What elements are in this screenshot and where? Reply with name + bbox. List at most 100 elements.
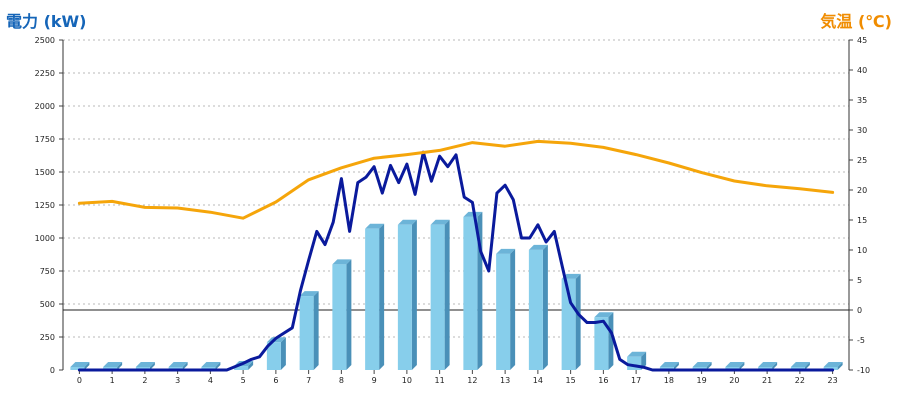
bar-side [608,312,614,370]
x-tick-label: 10 [402,376,412,385]
x-tick-label: 11 [435,376,445,385]
bar-side [280,337,286,370]
bar-top [758,362,778,367]
bar [332,264,347,370]
left-tick-label: 750 [40,267,55,276]
bar-top [725,362,745,367]
bar-top [299,291,319,297]
x-tick-label: 16 [598,376,608,385]
bar-side [575,273,581,370]
x-tick-label: 2 [142,376,147,385]
x-tick-label: 12 [467,376,477,385]
power-line [77,150,835,372]
bar-top [692,362,712,367]
bar-top [397,219,417,225]
bar-side [182,362,188,370]
bar-top [201,362,221,367]
x-tick-label: 14 [533,376,543,385]
left-tick-label: 0 [50,366,55,375]
bar-top [790,362,810,367]
bar-top [528,244,548,250]
bar [463,216,478,370]
right-tick-label: 25 [857,156,867,165]
bar-side [772,362,778,370]
bar-side [542,244,548,370]
bar-side [149,362,155,370]
left-tick-label: 500 [40,300,55,309]
bar-top [70,362,90,367]
left-tick-label: 1750 [35,135,55,144]
bar-top [430,219,450,225]
right-tick-label: 10 [857,246,867,255]
x-tick-label: 21 [762,376,772,385]
right-tick-label: 35 [857,96,867,105]
x-tick-label: 6 [273,376,278,385]
bar-top [823,362,843,367]
left-tick-label: 1000 [35,234,55,243]
right-tick-label: 20 [857,186,867,195]
right-tick-label: 15 [857,216,867,225]
bar-side [837,362,843,370]
x-tick-label: 8 [339,376,344,385]
x-tick-label: 3 [175,376,180,385]
bar-top [627,351,647,357]
x-tick-label: 22 [795,376,805,385]
bar [70,367,85,370]
right-tick-label: -10 [857,366,870,375]
x-tick-label: 19 [697,376,707,385]
right-tick-label: 45 [857,36,867,45]
left-tick-label: 1500 [35,168,55,177]
bar-top [594,312,614,318]
right-tick-label: -5 [857,336,865,345]
bar-side [804,362,810,370]
bar-top [103,362,123,367]
bar-side [313,291,319,370]
x-tick-label: 20 [729,376,739,385]
bar [266,342,281,370]
bar-top [365,223,385,229]
right-tick-label: 40 [857,66,867,75]
bar [561,278,576,370]
x-tick-label: 0 [77,376,82,385]
x-tick-label: 1 [110,376,115,385]
bar-side [379,223,385,370]
right-tick-label: 0 [857,306,862,315]
x-tick-label: 5 [241,376,246,385]
bar-top [659,362,679,367]
right-axis-title: 気温 (℃) [820,12,892,31]
bar-top [168,362,188,367]
bar-top [496,248,516,254]
x-tick-label: 9 [372,376,377,385]
left-tick-label: 2500 [35,36,55,45]
bar-side [215,362,221,370]
x-tick-label: 13 [500,376,510,385]
left-tick-label: 2000 [35,102,55,111]
x-tick-label: 23 [828,376,838,385]
x-tick-label: 4 [208,376,213,385]
left-tick-label: 250 [40,333,55,342]
bar [594,317,609,370]
bar-side [706,362,712,370]
right-tick-label: 30 [857,126,867,135]
bar-side [84,362,90,370]
left-tick-label: 2250 [35,69,55,78]
x-tick-label: 7 [306,376,311,385]
bar-side [641,351,647,370]
x-tick-label: 18 [664,376,674,385]
bar-side [444,219,450,370]
bar [528,249,543,370]
bar-side [510,248,516,370]
left-axis-title: 電力 (kW) [6,12,87,31]
bar-side [117,362,123,370]
bar [430,224,445,370]
bar-side [673,362,679,370]
bar-side [248,361,254,370]
bar [365,228,380,370]
bar [397,224,412,370]
bar [496,253,511,370]
temperature-line [77,139,835,220]
bar-side [739,362,745,370]
bar-side [411,219,417,370]
